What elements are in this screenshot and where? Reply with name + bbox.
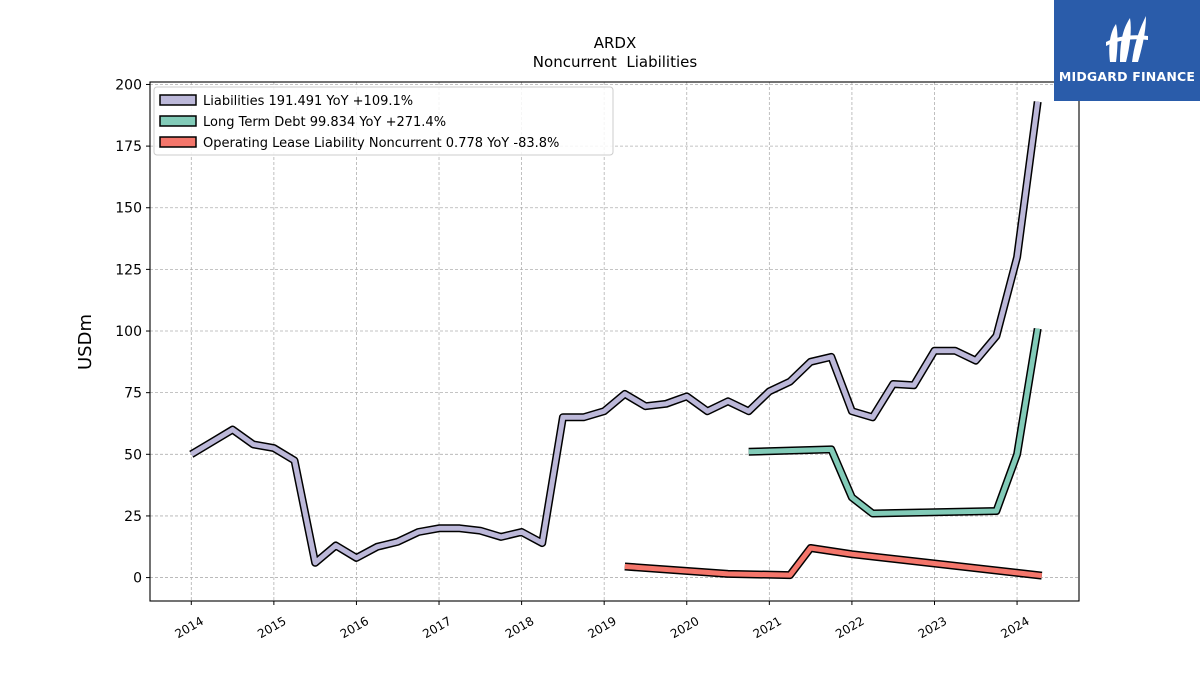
legend: Liabilities 191.491 YoY +109.1% Long Term… [153,86,614,156]
y-axis-label: USDm [75,314,96,370]
chart-title: ARDX [594,34,637,52]
logo-text: MIDGARD FINANCE [1058,69,1196,84]
x-tick-label: 2014 [173,614,206,641]
grid-layer [150,82,1079,601]
x-tick-label: 2020 [668,614,701,641]
y-tick-label: 125 [115,262,142,278]
legend-box [153,86,614,156]
series-line-0 [190,101,1041,566]
logo-mark-icon [1106,16,1148,62]
x-tick-label: 2015 [255,614,288,641]
x-tick-label: 2019 [585,614,618,641]
series-layer [189,101,1043,580]
legend-label-1: Long Term Debt 99.834 YoY +271.4% [203,115,446,130]
x-tick-label: 2023 [916,614,949,641]
x-tick-label: 2021 [751,614,784,641]
legend-swatch-0 [159,94,197,106]
x-tick-label: 2024 [998,614,1031,641]
x-tick-label: 2018 [503,614,536,641]
plot-frame [149,81,1080,602]
y-tick-label: 100 [115,324,142,340]
series-line-1 [748,328,1041,516]
chart-subtitle: Noncurrent Liabilities [533,53,698,71]
legend-swatch-2 [159,136,197,148]
series-outline-1 [748,327,1042,518]
legend-swatch-1 [159,115,197,127]
legend-label-0: Liabilities 191.491 YoY +109.1% [203,94,413,109]
series-line-2 [624,545,1043,579]
x-tick-label: 2022 [833,614,866,641]
y-tick-label: 75 [124,386,142,402]
y-tick-label: 150 [115,201,142,217]
x-tick-label: 2017 [420,614,453,641]
y-tick-label: 25 [124,509,142,525]
y-tick-label: 200 [115,77,142,93]
y-tick-label: 175 [115,139,142,155]
midgard-finance-logo: MIDGARD FINANCE [1054,0,1200,101]
series-outline-0 [189,101,1042,567]
y-tick-label: 50 [124,447,142,463]
y-tick-label: 0 [133,571,142,587]
legend-label-2: Operating Lease Liability Noncurrent 0.7… [203,136,559,151]
x-tick-label: 2016 [338,614,371,641]
